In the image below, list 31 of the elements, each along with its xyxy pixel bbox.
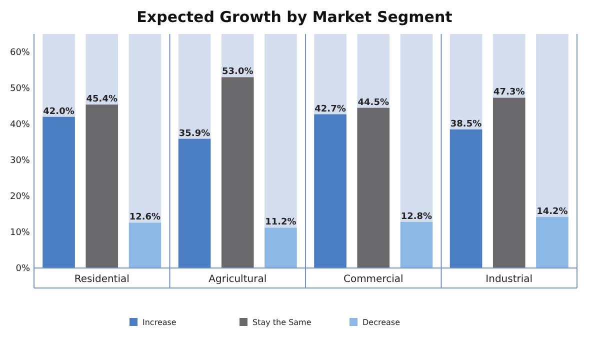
x-tick-label: Commercial [343,274,404,285]
y-tick-label: 40% [10,120,30,130]
y-tick-label: 10% [10,228,30,238]
bar [400,222,433,268]
bar [264,228,297,268]
data-label: 14.2% [536,206,568,217]
chart-title: Expected Growth by Market Segment [136,8,452,26]
data-label: 47.3% [494,88,525,98]
legend-label: Decrease [362,318,400,327]
x-tick-label: Agricultural [208,274,267,285]
y-tick-label: 30% [10,156,30,166]
legend-label: Increase [142,318,176,327]
y-tick-label: 60% [10,48,30,58]
data-label: 38.5% [450,119,482,130]
bar [128,222,162,268]
data-label: 11.2% [265,218,296,228]
y-tick-label: 50% [10,84,30,94]
bar [536,216,568,268]
data-label: 44.5% [358,98,389,108]
data-label: 53.0% [222,67,254,78]
x-tick-label: Residential [74,274,130,285]
x-tick-label: Industrial [486,274,533,285]
legend-label: Stay the Same [252,318,312,327]
y-tick-label: 0% [16,264,30,274]
data-label: 42.7% [314,104,346,114]
y-tick-label: 20% [10,192,30,202]
data-label: 12.8% [400,212,432,222]
data-label: 35.9% [178,128,210,139]
data-label: 12.6% [129,212,161,223]
data-label: 45.4% [86,94,118,105]
data-label: 42.0% [43,106,74,117]
